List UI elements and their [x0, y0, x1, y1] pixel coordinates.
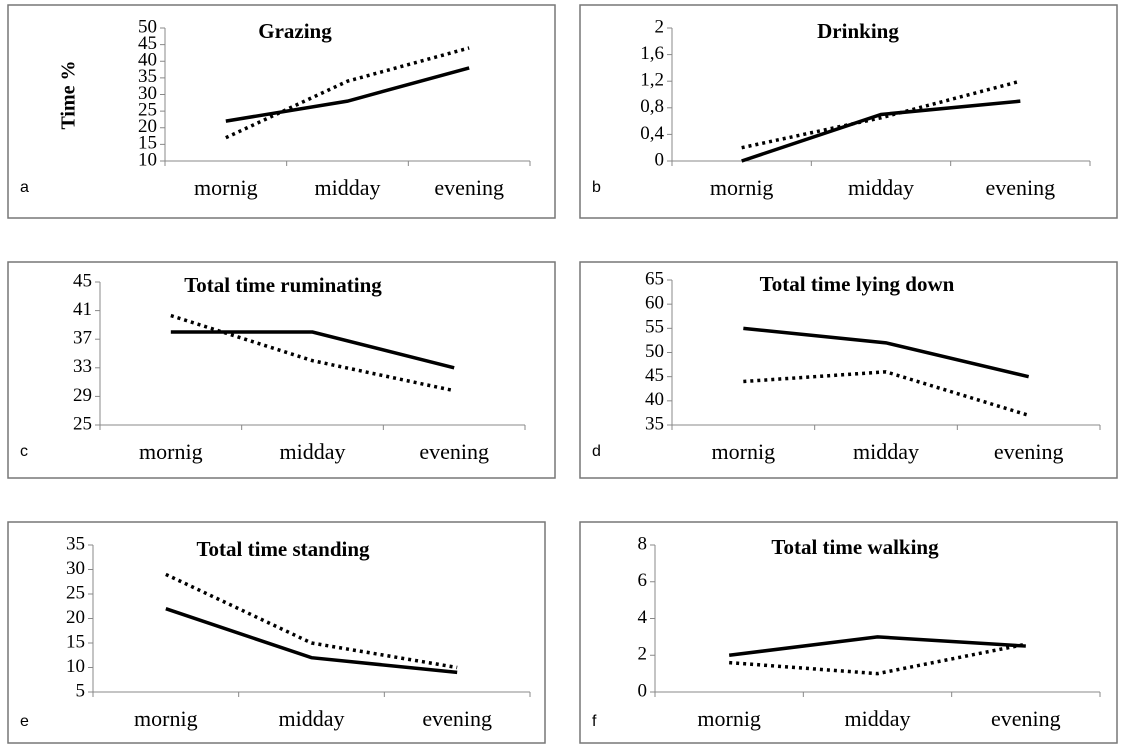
- y-tick-label: 37: [73, 328, 92, 349]
- y-tick-label: 35: [138, 66, 157, 87]
- y-tick-label: 10: [138, 149, 157, 170]
- panel-label: f: [592, 713, 597, 730]
- y-tick-label: 35: [66, 533, 85, 554]
- y-tick-label: 10: [66, 656, 85, 677]
- x-tick-label: evening: [434, 175, 504, 200]
- y-tick-label: 2: [655, 16, 665, 37]
- x-tick-label: midday: [280, 439, 346, 464]
- y-tick-label: 20: [138, 116, 157, 137]
- chart-title: Total time walking: [771, 535, 939, 559]
- x-tick-label: evening: [986, 175, 1056, 200]
- y-tick-label: 6: [638, 570, 648, 591]
- y-tick-label: 45: [138, 33, 157, 54]
- chart-title: Total time lying down: [760, 272, 955, 296]
- y-tick-label: 35: [645, 413, 664, 434]
- y-tick-label: 50: [645, 341, 664, 362]
- x-tick-label: evening: [994, 439, 1064, 464]
- y-tick-label: 45: [645, 365, 664, 386]
- panel-frame: [7, 521, 546, 744]
- x-tick-label: midday: [845, 706, 911, 731]
- y-tick-label: 30: [66, 558, 85, 579]
- panel-label: a: [20, 179, 29, 196]
- data-line: [225, 66, 470, 123]
- panel-frame: [579, 4, 1118, 219]
- y-tick-label: 15: [66, 631, 85, 652]
- panel-frame: [7, 261, 556, 479]
- y-tick-label: 4: [638, 607, 648, 628]
- y-tick-label: 30: [138, 83, 157, 104]
- x-tick-label: mornig: [134, 706, 198, 731]
- panel-label: b: [592, 179, 601, 196]
- x-tick-label: mornig: [712, 439, 776, 464]
- data-line: [729, 642, 1027, 676]
- data-line: [165, 607, 458, 675]
- x-tick-label: mornig: [139, 439, 203, 464]
- y-tick-label: 8: [638, 533, 648, 554]
- x-tick-label: midday: [315, 175, 381, 200]
- x-tick-label: evening: [422, 706, 492, 731]
- y-tick-label: 0: [638, 680, 648, 701]
- y-axis-label: Time %: [58, 60, 80, 129]
- chart-title: Total time ruminating: [184, 273, 382, 297]
- data-line: [743, 370, 1030, 418]
- chart-title: Drinking: [817, 19, 899, 43]
- x-tick-label: mornig: [697, 706, 761, 731]
- y-tick-label: 40: [138, 50, 157, 71]
- data-line: [225, 46, 470, 140]
- data-line: [728, 635, 1026, 657]
- y-tick-label: 45: [73, 270, 92, 291]
- y-tick-label: 0: [655, 149, 665, 170]
- y-tick-label: 5: [76, 680, 86, 701]
- panel-frame: [579, 521, 1118, 744]
- x-tick-label: mornig: [194, 175, 258, 200]
- x-tick-label: midday: [279, 706, 345, 731]
- y-tick-label: 25: [66, 582, 85, 603]
- y-tick-label: 40: [645, 389, 664, 410]
- y-tick-label: 25: [73, 413, 92, 434]
- data-line: [170, 313, 455, 393]
- y-tick-label: 50: [138, 16, 157, 37]
- panel-label: e: [20, 713, 29, 730]
- panel-label: d: [592, 443, 601, 460]
- y-tick-label: 1,2: [640, 70, 664, 91]
- y-tick-label: 20: [66, 607, 85, 628]
- chart-title: Total time standing: [196, 537, 370, 561]
- y-tick-label: 55: [645, 317, 664, 338]
- data-line: [741, 99, 1021, 163]
- panel-label: c: [20, 443, 28, 460]
- y-tick-label: 60: [645, 293, 664, 314]
- y-tick-label: 29: [73, 385, 92, 406]
- data-line: [743, 326, 1030, 379]
- y-tick-label: 0,8: [640, 96, 664, 117]
- y-tick-label: 41: [73, 299, 92, 320]
- y-tick-label: 2: [638, 644, 648, 665]
- x-tick-label: evening: [419, 439, 489, 464]
- y-tick-label: 15: [138, 133, 157, 154]
- panel-frame: [579, 261, 1118, 479]
- y-tick-label: 25: [138, 99, 157, 120]
- x-tick-label: evening: [991, 706, 1061, 731]
- y-tick-label: 65: [645, 268, 664, 289]
- x-tick-label: midday: [853, 439, 919, 464]
- data-line: [165, 572, 458, 670]
- panel-frame: [7, 4, 556, 219]
- y-tick-label: 0,4: [640, 123, 664, 144]
- x-tick-label: mornig: [710, 175, 774, 200]
- data-line: [741, 79, 1021, 150]
- x-tick-label: midday: [848, 175, 914, 200]
- chart-title: Grazing: [258, 19, 332, 43]
- y-tick-label: 33: [73, 356, 92, 377]
- y-tick-label: 1,6: [640, 43, 664, 64]
